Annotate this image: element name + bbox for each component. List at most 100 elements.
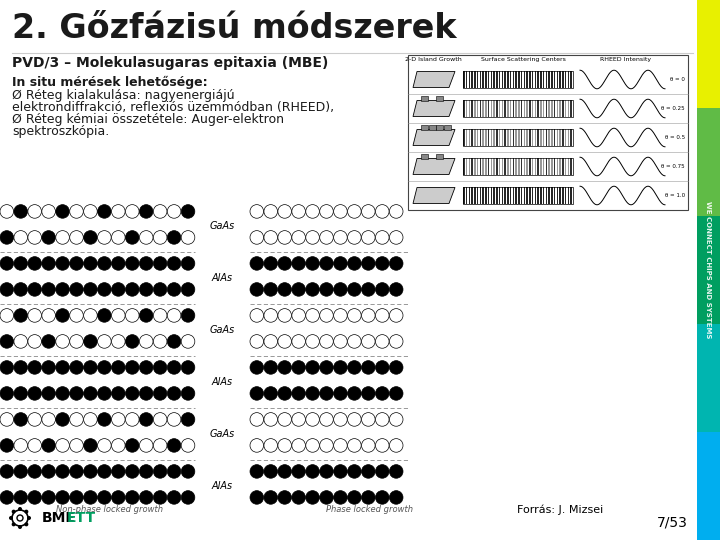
Bar (490, 187, 492, 204)
Bar (540, 100, 541, 117)
Ellipse shape (167, 256, 181, 270)
Ellipse shape (42, 282, 55, 296)
Bar (480, 187, 481, 204)
Ellipse shape (320, 413, 333, 426)
Ellipse shape (0, 361, 14, 374)
Ellipse shape (333, 231, 347, 244)
Ellipse shape (42, 413, 55, 426)
Bar (543, 158, 544, 175)
Ellipse shape (9, 516, 13, 520)
Bar (474, 129, 475, 146)
Ellipse shape (42, 438, 55, 452)
Ellipse shape (70, 464, 84, 478)
Ellipse shape (70, 335, 84, 348)
Bar (463, 158, 573, 175)
Ellipse shape (125, 387, 139, 400)
Ellipse shape (70, 282, 84, 296)
Ellipse shape (112, 413, 125, 426)
Text: AlAs: AlAs (212, 273, 233, 283)
Bar (421, 125, 428, 130)
Bar (570, 129, 572, 146)
Bar (543, 187, 544, 204)
Bar (557, 129, 558, 146)
Ellipse shape (70, 231, 84, 244)
Ellipse shape (0, 282, 14, 296)
Bar (496, 100, 498, 117)
Bar (521, 158, 522, 175)
Ellipse shape (348, 387, 361, 400)
Ellipse shape (125, 231, 139, 244)
Ellipse shape (98, 464, 111, 478)
Ellipse shape (28, 464, 42, 478)
Bar (502, 100, 503, 117)
Ellipse shape (84, 309, 97, 322)
Bar (499, 100, 500, 117)
Bar (472, 129, 473, 146)
Ellipse shape (250, 361, 264, 374)
Polygon shape (413, 100, 455, 117)
Ellipse shape (181, 205, 195, 218)
Bar (559, 158, 561, 175)
Ellipse shape (28, 309, 42, 322)
Ellipse shape (167, 335, 181, 348)
Text: In situ mérések lehetősége:: In situ mérések lehetősége: (12, 76, 207, 89)
Ellipse shape (250, 387, 264, 400)
Ellipse shape (125, 335, 139, 348)
Bar (518, 100, 520, 117)
Ellipse shape (24, 510, 28, 514)
Text: θ = 0.5: θ = 0.5 (665, 135, 685, 140)
Ellipse shape (112, 231, 125, 244)
Bar (428, 125, 436, 130)
Ellipse shape (333, 361, 347, 374)
Bar (532, 187, 534, 204)
Ellipse shape (306, 464, 320, 478)
Bar (472, 187, 473, 204)
Ellipse shape (348, 335, 361, 348)
Ellipse shape (306, 361, 320, 374)
Ellipse shape (348, 205, 361, 218)
Ellipse shape (361, 282, 375, 296)
Ellipse shape (14, 413, 27, 426)
Ellipse shape (153, 335, 167, 348)
Text: θ = 0.25: θ = 0.25 (662, 106, 685, 111)
Text: Forrás: J. Mizsei: Forrás: J. Mizsei (517, 505, 603, 515)
Bar (523, 100, 525, 117)
Ellipse shape (278, 491, 292, 504)
Bar (557, 158, 558, 175)
Bar (534, 71, 536, 88)
Ellipse shape (375, 231, 389, 244)
Ellipse shape (112, 256, 125, 270)
Ellipse shape (125, 282, 139, 296)
Ellipse shape (390, 361, 403, 374)
Ellipse shape (125, 205, 139, 218)
Bar (507, 129, 508, 146)
Ellipse shape (167, 413, 181, 426)
Ellipse shape (278, 256, 292, 270)
Ellipse shape (333, 491, 347, 504)
Ellipse shape (70, 491, 84, 504)
Bar (472, 100, 473, 117)
Bar (493, 187, 495, 204)
Bar (510, 187, 511, 204)
Ellipse shape (348, 464, 361, 478)
Bar (507, 71, 508, 88)
Ellipse shape (278, 361, 292, 374)
Ellipse shape (55, 282, 69, 296)
Bar (521, 71, 522, 88)
Ellipse shape (55, 413, 69, 426)
Bar (504, 129, 505, 146)
Text: 2. Gőzfázisú módszerek: 2. Gőzfázisú módszerek (12, 12, 456, 45)
Ellipse shape (14, 205, 27, 218)
Bar (543, 129, 544, 146)
Ellipse shape (320, 335, 333, 348)
Bar (487, 187, 490, 204)
Ellipse shape (98, 256, 111, 270)
Bar (463, 129, 464, 146)
Ellipse shape (333, 464, 347, 478)
Ellipse shape (348, 309, 361, 322)
Ellipse shape (0, 309, 14, 322)
Bar (485, 129, 487, 146)
Bar (543, 100, 544, 117)
Ellipse shape (140, 256, 153, 270)
Ellipse shape (390, 335, 403, 348)
